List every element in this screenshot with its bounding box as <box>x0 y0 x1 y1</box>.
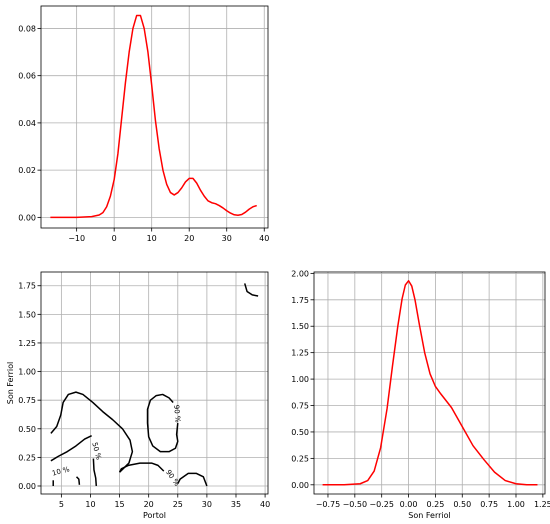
y-tick-label: 1.50 <box>291 322 309 331</box>
axes-frame <box>40 271 269 495</box>
x-tick-label: 1.25 <box>534 500 550 509</box>
density-plot-top: −10 0 10 20 30 40 0.00 0.02 0.04 0.06 0.08 <box>18 5 269 243</box>
x-tick-label: 35 <box>231 500 241 509</box>
x-tick-label: −10 <box>68 234 85 243</box>
y-tick-label: 0.25 <box>291 454 309 463</box>
x-tick-label: 15 <box>114 500 124 509</box>
y-tick-label: 1.50 <box>18 310 36 319</box>
contour-level-label: 90 % <box>164 468 181 487</box>
x-tick-label: 10 <box>85 500 95 509</box>
y-tick-label: 1.75 <box>291 296 309 305</box>
x-tick-label: 30 <box>222 234 232 243</box>
density-curve <box>50 14 257 219</box>
y-tick-label: 2.00 <box>291 269 309 278</box>
density-curve <box>322 280 538 486</box>
x-tick-label: 10 <box>147 234 157 243</box>
contour-level-label: 90 % <box>172 405 182 424</box>
x-tick-label: 20 <box>184 234 194 243</box>
x-tick-label: 0.75 <box>480 500 498 509</box>
y-tick-label: 0.06 <box>18 72 36 81</box>
contour-line <box>118 462 165 473</box>
x-tick-label: −0.25 <box>369 500 394 509</box>
x-tick-label: −0.75 <box>316 500 341 509</box>
y-tick-label: 1.00 <box>18 368 36 377</box>
contour-line <box>92 458 98 487</box>
y-tick-label: 1.25 <box>18 339 36 348</box>
x-axis-label: Son Ferriol <box>408 511 450 520</box>
y-tick-label: 1.00 <box>291 375 309 384</box>
y-tick-label: 0.00 <box>291 481 309 490</box>
x-tick-label: 5 <box>59 500 64 509</box>
x-tick-label: −0.50 <box>343 500 368 509</box>
x-tick-label: 0.50 <box>453 500 471 509</box>
y-tick-label: 1.75 <box>18 282 36 291</box>
y-tick-label: 0.50 <box>291 428 309 437</box>
y-tick-label: 0.75 <box>18 396 36 405</box>
y-tick-label: 0.75 <box>291 402 309 411</box>
x-axis-label: Portol <box>143 511 166 520</box>
contour-plot: 5 10 15 20 25 30 35 40 0.00 0.25 0.50 0.75 1.00 1.25 1… <box>6 271 270 520</box>
y-tick-label: 0.02 <box>18 166 36 175</box>
x-tick-label: 1.00 <box>507 500 525 509</box>
contour-line <box>50 391 134 473</box>
x-tick-label: 40 <box>260 500 270 509</box>
axes-frame <box>313 271 546 495</box>
contour-line <box>146 393 179 453</box>
density-plot-son-ferriol: −0.75 −0.50 −0.25 0.00 0.25 0.50 0.75 1.00 1.25 0… <box>291 269 550 520</box>
y-tick-label: 0.25 <box>18 453 36 462</box>
x-tick-label: 0.25 <box>427 500 445 509</box>
contour-line <box>243 283 259 297</box>
x-tick-label: 40 <box>259 234 269 243</box>
y-tick-label: 0.50 <box>18 425 36 434</box>
contour-line <box>177 472 208 487</box>
y-tick-label: 1.25 <box>291 349 309 358</box>
contour-line <box>50 434 92 462</box>
axes-frame <box>40 5 269 229</box>
y-tick-label: 0.00 <box>18 213 36 222</box>
x-tick-label: 0 <box>112 234 117 243</box>
y-tick-label: 0.00 <box>18 482 36 491</box>
contour-line <box>75 476 81 485</box>
x-tick-label: 30 <box>202 500 212 509</box>
x-tick-label: 20 <box>144 500 154 509</box>
y-tick-label: 0.08 <box>18 24 36 33</box>
contour-level-label: 50 % <box>90 442 102 462</box>
x-tick-label: 0.00 <box>400 500 418 509</box>
y-tick-label: 0.04 <box>18 119 36 128</box>
y-axis-label: Son Ferriol <box>6 362 15 404</box>
x-tick-label: 25 <box>173 500 183 509</box>
